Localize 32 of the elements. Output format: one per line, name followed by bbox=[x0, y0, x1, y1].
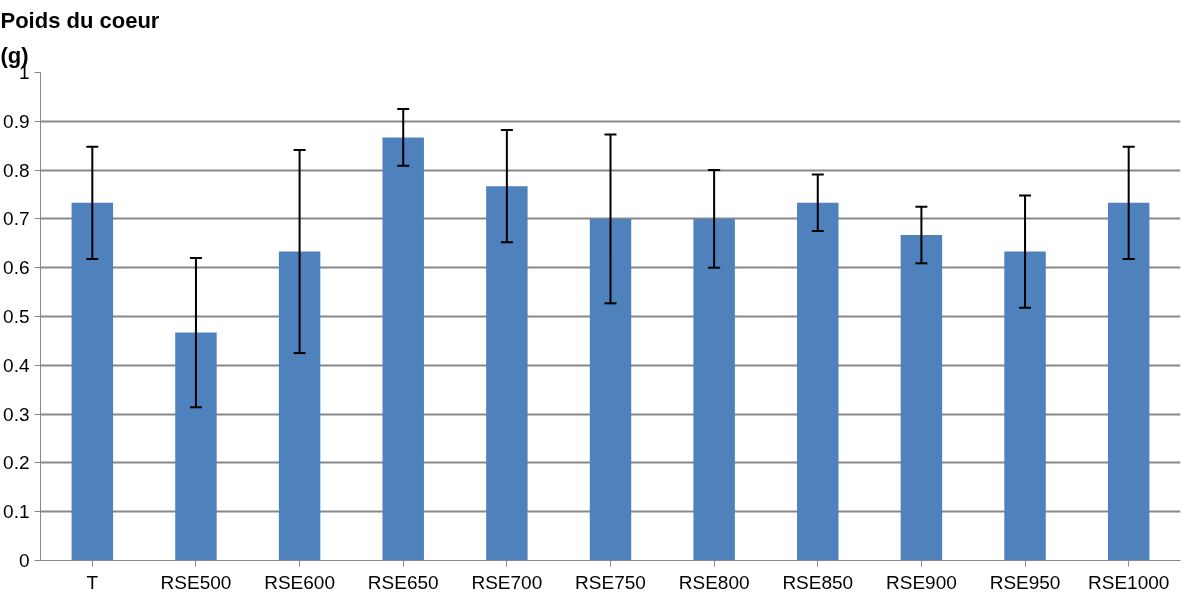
x-tick-label: RSE750 bbox=[575, 571, 646, 593]
y-tick-label: 0.3 bbox=[3, 403, 30, 425]
bar bbox=[693, 218, 735, 561]
bar bbox=[486, 186, 528, 561]
bar bbox=[900, 235, 943, 561]
bar bbox=[797, 202, 839, 561]
x-tick-label: RSE950 bbox=[989, 571, 1061, 593]
y-tick-label: 0.1 bbox=[3, 501, 30, 523]
y-tick-label: 0.2 bbox=[3, 452, 30, 474]
bar bbox=[175, 332, 217, 561]
x-tick-label: T bbox=[86, 571, 99, 593]
x-tick-label: RSE900 bbox=[886, 571, 957, 593]
y-tick-label: 0.9 bbox=[3, 110, 30, 132]
x-tick-label: RSE1000 bbox=[1088, 571, 1170, 593]
x-tick-label: RSE700 bbox=[471, 571, 543, 593]
x-tick-label: RSE650 bbox=[367, 571, 439, 593]
bar bbox=[589, 218, 632, 561]
x-tick-label: RSE600 bbox=[264, 571, 335, 593]
x-tick-label: RSE500 bbox=[160, 571, 232, 593]
y-tick-label: 0.5 bbox=[3, 306, 30, 327]
bar bbox=[1004, 251, 1046, 561]
bar bbox=[1107, 202, 1150, 561]
y-tick-label: 0.6 bbox=[3, 257, 30, 279]
y-tick-label: 0 bbox=[18, 550, 30, 571]
bar bbox=[382, 137, 424, 561]
y-tick-label: 0.7 bbox=[3, 208, 30, 230]
y-tick-label: 0.8 bbox=[3, 159, 30, 181]
bar bbox=[278, 251, 321, 561]
x-tick-label: RSE850 bbox=[782, 571, 854, 593]
x-tick-label: RSE800 bbox=[678, 571, 750, 593]
bar bbox=[71, 202, 114, 561]
y-tick-label: 0.4 bbox=[3, 354, 30, 376]
